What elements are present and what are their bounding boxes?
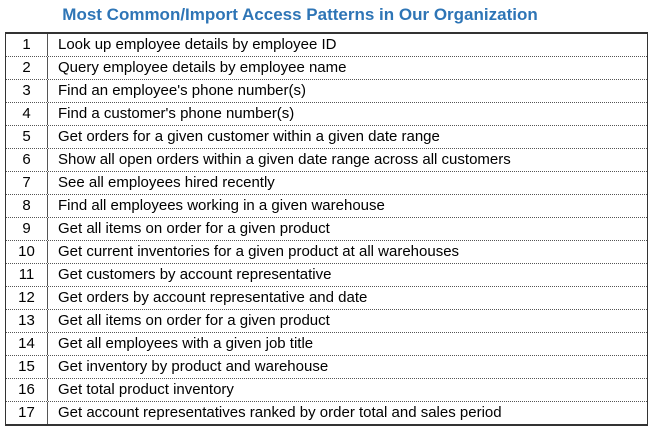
row-number: 4 xyxy=(6,103,48,125)
table-row: 10 Get current inventories for a given pr… xyxy=(6,241,647,264)
row-number: 13 xyxy=(6,310,48,332)
table-row: 12 Get orders by account representative a… xyxy=(6,287,647,310)
row-description: Get current inventories for a given prod… xyxy=(58,243,460,260)
row-description: Find a customer's phone number(s) xyxy=(58,105,295,122)
table-row: 17 Get account representatives ranked by … xyxy=(6,402,647,424)
table-row: 6 Show all open orders within a given dat… xyxy=(6,149,647,172)
row-number: 5 xyxy=(6,126,48,148)
row-number: 14 xyxy=(6,333,48,355)
row-description: Get all items on order for a given produ… xyxy=(58,220,330,237)
row-number: 17 xyxy=(6,402,48,424)
table-row: 2 Query employee details by employee name xyxy=(6,57,647,80)
row-number: 15 xyxy=(6,356,48,378)
row-description: Find an employee's phone number(s) xyxy=(58,82,306,99)
table-row: 14 Get all employees with a given job tit… xyxy=(6,333,647,356)
table-row: 13 Get all items on order for a given pro… xyxy=(6,310,647,333)
row-number: 10 xyxy=(6,241,48,263)
table-row: 15 Get inventory by product and warehouse xyxy=(6,356,647,379)
row-description: Query employee details by employee name xyxy=(58,59,347,76)
row-number: 16 xyxy=(6,379,48,401)
row-number: 3 xyxy=(6,80,48,102)
row-number: 11 xyxy=(6,264,48,286)
table-row: 16 Get total product inventory xyxy=(6,379,647,402)
row-description: Show all open orders within a given date… xyxy=(58,151,511,168)
row-description: Get total product inventory xyxy=(58,381,234,398)
row-description: Find all employees working in a given wa… xyxy=(58,197,385,214)
row-number: 7 xyxy=(6,172,48,194)
row-number: 1 xyxy=(6,34,48,56)
row-description: Get inventory by product and warehouse xyxy=(58,358,329,375)
access-patterns-table: 1 Look up employee details by employee ID… xyxy=(5,32,648,426)
table-row: 5 Get orders for a given customer within … xyxy=(6,126,647,149)
table-row: 3 Find an employee's phone number(s) xyxy=(6,80,647,103)
row-description: Get orders by account representative and… xyxy=(58,289,368,306)
page-title: Most Common/Import Access Patterns in Ou… xyxy=(62,5,538,24)
row-description: Get all employees with a given job title xyxy=(58,335,314,352)
row-description: Get orders for a given customer within a… xyxy=(58,128,440,145)
row-description: Get customers by account representative xyxy=(58,266,332,283)
row-number: 2 xyxy=(6,57,48,79)
row-number: 6 xyxy=(6,149,48,171)
row-description: See all employees hired recently xyxy=(58,174,275,191)
row-number: 8 xyxy=(6,195,48,217)
row-description: Get account representatives ranked by or… xyxy=(58,404,502,421)
row-description: Look up employee details by employee ID xyxy=(58,36,337,53)
table-row: 9 Get all items on order for a given prod… xyxy=(6,218,647,241)
table-row: 7 See all employees hired recently xyxy=(6,172,647,195)
row-number: 12 xyxy=(6,287,48,309)
table-row: 1 Look up employee details by employee ID xyxy=(6,34,647,57)
row-number: 9 xyxy=(6,218,48,240)
table-row: 4 Find a customer's phone number(s) xyxy=(6,103,647,126)
table-row: 8 Find all employees working in a given w… xyxy=(6,195,647,218)
row-description: Get all items on order for a given produ… xyxy=(58,312,330,329)
table-row: 11 Get customers by account representativ… xyxy=(6,264,647,287)
